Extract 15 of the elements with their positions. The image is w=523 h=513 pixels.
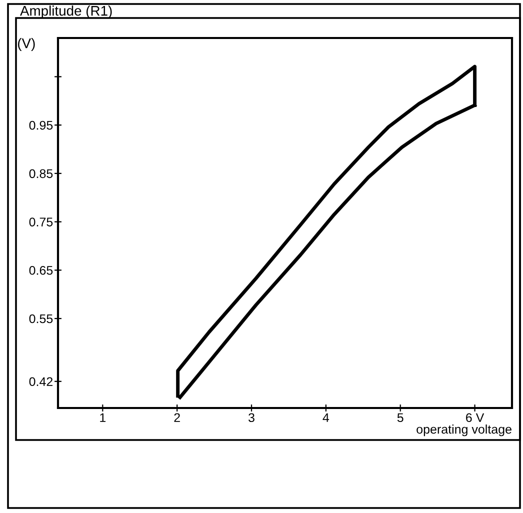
x-axis-title: operating voltage — [416, 424, 512, 436]
x-tick-label: 3 — [248, 413, 254, 422]
chart-title: Amplitude (R1) — [20, 6, 112, 18]
x-tick-label: 4 — [322, 413, 330, 422]
y-tick-label: 0.95 — [29, 120, 53, 130]
x-tick-label: 5 — [397, 413, 404, 422]
x-tick-label: 2 — [174, 413, 180, 422]
y-tick-label: 0.55 — [29, 314, 53, 324]
x-tick-label: 6 V — [466, 413, 484, 422]
y-tick-label: 0.65 — [29, 266, 53, 275]
y-tick-label: 0.75 — [29, 218, 53, 226]
x-tick-label: 1 — [100, 413, 106, 422]
y-axis-title: (V) — [18, 38, 35, 51]
y-tick-label: 0.42 — [29, 377, 53, 386]
y-tick-label: 0.85 — [29, 169, 53, 178]
